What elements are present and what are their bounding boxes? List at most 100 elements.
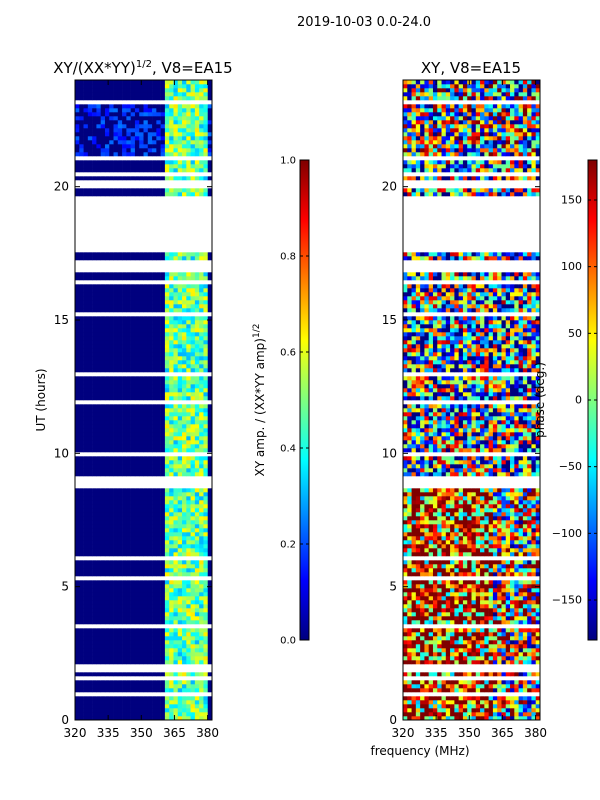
heatmap-cell xyxy=(134,152,140,157)
heatmap-cell xyxy=(104,104,110,109)
heatmap-cell xyxy=(152,484,157,489)
heatmap-cell xyxy=(169,580,174,585)
heatmap-cell xyxy=(109,576,114,581)
heatmap-cell xyxy=(199,560,204,565)
heatmap-cell xyxy=(160,188,166,193)
heatmap-cell xyxy=(100,248,106,253)
heatmap-cell xyxy=(190,296,196,301)
heatmap-cell xyxy=(169,176,174,181)
heatmap-cell xyxy=(173,396,179,401)
heatmap-cell xyxy=(173,164,179,169)
heatmap-cell xyxy=(139,360,144,365)
heatmap-cell xyxy=(130,240,136,245)
heatmap-cell xyxy=(177,508,183,513)
heatmap-cell xyxy=(177,616,183,621)
heatmap-cell xyxy=(83,232,89,237)
heatmap-cell xyxy=(75,180,80,185)
heatmap-cell xyxy=(143,292,149,297)
heatmap-cell xyxy=(190,328,196,333)
heatmap-cell xyxy=(100,648,106,653)
heatmap-cell xyxy=(113,156,119,161)
heatmap-cell xyxy=(177,124,183,129)
heatmap-cell xyxy=(147,640,153,645)
heatmap-cell xyxy=(173,308,179,313)
heatmap-cell xyxy=(177,696,183,701)
heatmap-cell xyxy=(164,288,170,293)
heatmap-cell xyxy=(79,644,84,649)
heatmap-cell xyxy=(164,180,170,185)
heatmap-cell xyxy=(177,212,183,217)
heatmap-cell xyxy=(122,224,127,229)
heatmap-cell xyxy=(104,468,110,473)
heatmap-cell xyxy=(160,308,166,313)
heatmap-cell xyxy=(182,504,187,509)
heatmap-cell xyxy=(182,116,187,121)
heatmap-cell xyxy=(207,164,212,169)
heatmap-cell xyxy=(169,284,174,289)
heatmap-cell xyxy=(152,208,157,213)
heatmap-cell xyxy=(134,108,140,113)
heatmap-cell xyxy=(186,328,191,333)
heatmap-cell xyxy=(126,300,131,305)
heatmap-cell xyxy=(164,568,170,573)
heatmap-cell xyxy=(139,452,144,457)
heatmap-cell xyxy=(117,584,123,589)
heatmap-cell xyxy=(134,532,140,537)
heatmap-cell xyxy=(113,152,119,157)
heatmap-cell xyxy=(182,408,187,413)
heatmap-cell xyxy=(203,164,209,169)
heatmap-cell xyxy=(190,556,196,561)
heatmap-cell xyxy=(126,476,131,481)
heatmap-cell xyxy=(126,100,131,105)
heatmap-cell xyxy=(190,464,196,469)
heatmap-cell xyxy=(75,684,80,689)
heatmap-cell xyxy=(96,252,101,257)
heatmap-cell xyxy=(100,328,106,333)
heatmap-cell xyxy=(207,252,212,257)
heatmap-cell xyxy=(130,604,136,609)
heatmap-cell xyxy=(194,328,200,333)
heatmap-cell xyxy=(92,564,97,569)
heatmap-cell xyxy=(152,480,157,485)
heatmap-cell xyxy=(160,136,166,141)
heatmap-cell xyxy=(147,144,153,149)
heatmap-cell xyxy=(160,388,166,393)
heatmap-cell xyxy=(109,284,114,289)
heatmap-cell xyxy=(87,320,93,325)
heatmap-cell xyxy=(130,384,136,389)
heatmap-cell xyxy=(139,416,144,421)
heatmap-cell xyxy=(100,544,106,549)
heatmap-cell xyxy=(207,628,212,633)
heatmap-cell xyxy=(130,672,136,677)
heatmap-cell xyxy=(194,536,200,541)
heatmap-cell xyxy=(126,488,131,493)
heatmap-cell xyxy=(79,284,84,289)
heatmap-cell xyxy=(104,552,110,557)
heatmap-cell xyxy=(199,588,204,593)
heatmap-cell xyxy=(75,332,80,337)
heatmap-cell xyxy=(100,184,106,189)
heatmap-cell xyxy=(126,576,131,581)
heatmap-cell xyxy=(75,528,80,533)
heatmap-cell xyxy=(143,596,149,601)
heatmap-cell xyxy=(156,168,161,173)
heatmap-cell xyxy=(92,540,97,545)
heatmap-cell xyxy=(160,636,166,641)
heatmap-cell xyxy=(134,548,140,553)
heatmap-cell xyxy=(143,248,149,253)
heatmap-cell xyxy=(113,408,119,413)
heatmap-cell xyxy=(152,260,157,265)
heatmap-cell xyxy=(75,408,80,413)
heatmap-cell xyxy=(164,548,170,553)
heatmap-cell xyxy=(182,168,187,173)
heatmap-cell xyxy=(100,584,106,589)
heatmap-cell xyxy=(96,348,101,353)
heatmap-cell xyxy=(160,652,166,657)
heatmap-cell xyxy=(100,136,106,141)
heatmap-cell xyxy=(152,292,157,297)
heatmap-cell xyxy=(87,648,93,653)
heatmap-cell xyxy=(190,316,196,321)
heatmap-cell xyxy=(113,648,119,653)
heatmap-cell xyxy=(164,228,170,233)
heatmap-cell xyxy=(87,432,93,437)
